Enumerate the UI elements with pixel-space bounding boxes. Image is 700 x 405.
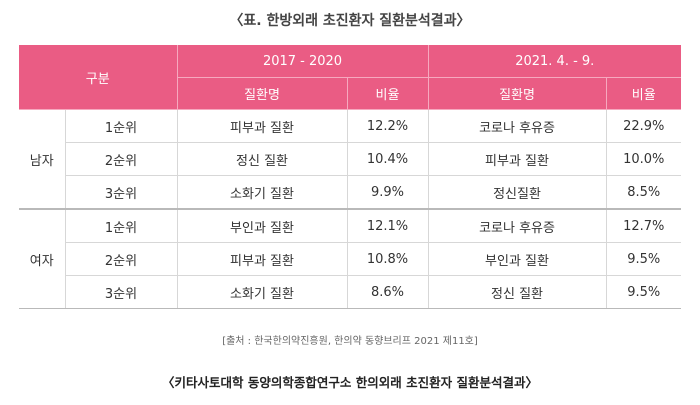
table-title: 〈표. 한방외래 초진환자 질환분석결과〉 [229,13,471,29]
table-row: 2순위 정신 질환 10.4% 피부과 질환 10.0% [19,142,682,176]
header-disease-2: 질환명 [428,77,607,110]
disease-cell: 부인과 질환 [428,242,607,276]
header-period-2021: 2021. 4. - 9. [428,45,682,78]
source-note: [출처 : 한국한의약진흥원, 한의약 동향브리프 2021 제11호] [222,336,478,347]
rank-cell: 3순위 [65,275,178,309]
gender-male: 남자 [19,109,66,210]
disease-cell: 피부과 질환 [177,109,348,143]
disease-analysis-table: 구분 2017 - 2020 2021. 4. - 9. 질환명 비율 질환명 … [19,45,682,309]
disease-cell: 소화기 질환 [177,275,348,309]
disease-cell: 코로나 후유증 [428,109,607,143]
gender-female: 여자 [19,209,66,309]
table-row: 여자 1순위 부인과 질환 12.1% 코로나 후유증 12.7% [19,209,682,309]
header-ratio-2: 비율 [606,77,682,110]
disease-cell: 정신 질환 [428,275,607,309]
rank-cell: 1순위 [65,109,178,143]
header-period-2017-2020: 2017 - 2020 [177,45,429,78]
rank-cell: 3순위 [65,175,178,210]
table-row: 3순위 소화기 질환 9.9% 정신질환 8.5% [19,175,682,210]
table-row: 2순위 피부과 질환 10.8% 부인과 질환 9.5% [19,242,682,276]
disease-cell: 피부과 질환 [428,142,607,176]
ratio-cell: 10.4% [347,142,429,176]
ratio-cell: 8.5% [606,175,682,210]
ratio-cell: 12.2% [347,109,429,143]
disease-cell: 정신질환 [428,175,607,210]
header-row-columns: 질환명 비율 질환명 비율 [19,77,682,110]
table-row: 남자 1순위 피부과 질환 12.2% 코로나 후유증 22.9% [19,109,682,210]
ratio-cell: 10.0% [606,142,682,176]
header-disease-1: 질환명 [177,77,348,110]
rank-cell: 2순위 [65,142,178,176]
header-category: 구분 [19,45,178,110]
ratio-cell: 10.8% [347,242,429,276]
disease-cell: 소화기 질환 [177,175,348,210]
ratio-cell: 12.7% [606,209,682,243]
ratio-cell: 8.6% [347,275,429,309]
figure-caption: 〈키타사토대학 동양의학종합연구소 한의외래 초진환자 질환분석결과〉 [162,375,538,390]
ratio-cell: 9.5% [606,275,682,309]
header-ratio-1: 비율 [347,77,429,110]
ratio-cell: 9.5% [606,242,682,276]
disease-cell: 코로나 후유증 [428,209,607,243]
table-row: 3순위 소화기 질환 8.6% 정신 질환 9.5% [19,275,682,309]
rank-cell: 2순위 [65,242,178,276]
ratio-cell: 9.9% [347,175,429,210]
rank-cell: 1순위 [65,209,178,243]
disease-cell: 정신 질환 [177,142,348,176]
header-row-periods: 구분 2017 - 2020 2021. 4. - 9. [19,45,682,110]
ratio-cell: 22.9% [606,109,682,143]
disease-cell: 피부과 질환 [177,242,348,276]
disease-cell: 부인과 질환 [177,209,348,243]
ratio-cell: 12.1% [347,209,429,243]
